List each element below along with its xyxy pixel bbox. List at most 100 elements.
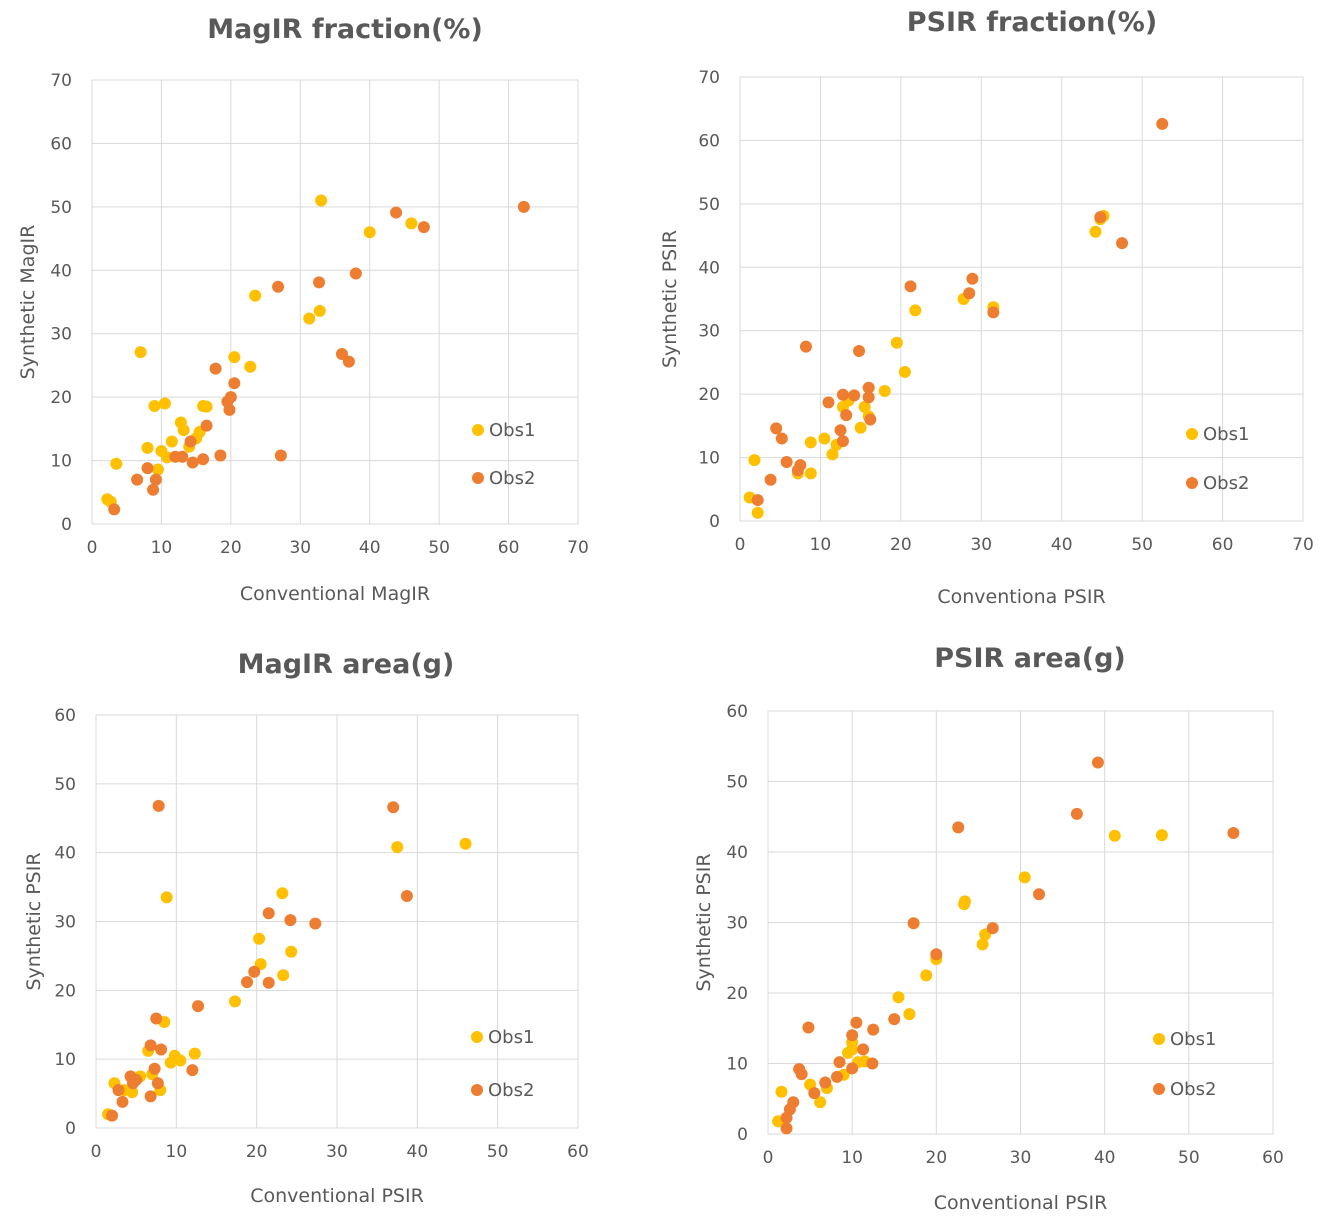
x-tick-label: 10 xyxy=(841,1148,863,1168)
data-point-obs1 xyxy=(1108,829,1121,842)
y-tick-label: 0 xyxy=(65,1119,76,1139)
data-point-obs1 xyxy=(285,945,298,958)
y-tick-label: 60 xyxy=(726,702,748,722)
x-axis-label: Conventional PSIR xyxy=(250,1185,424,1207)
data-point-obs2 xyxy=(144,1090,157,1103)
data-point-obs2 xyxy=(764,473,777,486)
y-tick-label: 60 xyxy=(698,131,720,151)
chart-title: MagIR fraction(%) xyxy=(207,14,483,45)
data-point-obs2 xyxy=(517,200,530,213)
data-point-obs2 xyxy=(262,976,275,989)
y-tick-label: 0 xyxy=(61,515,72,535)
legend-label: Obs2 xyxy=(1170,1079,1216,1100)
data-point-obs2 xyxy=(224,391,237,404)
x-tick-label: 0 xyxy=(763,1148,774,1168)
data-point-obs2 xyxy=(1156,117,1169,130)
x-tick-label: 70 xyxy=(1292,535,1314,555)
data-point-obs2 xyxy=(963,287,976,300)
legend-marker xyxy=(1153,1083,1165,1095)
data-point-obs2 xyxy=(857,1043,870,1056)
x-tick-label: 40 xyxy=(1094,1148,1116,1168)
legend-label: Obs1 xyxy=(1170,1029,1216,1050)
data-point-obs1 xyxy=(814,1096,827,1109)
y-tick-label: 30 xyxy=(54,913,76,933)
scatter-chart-1: 0 10 20 30 40 50 60 70 0 10 20 30 40 50 60 70 MagIR frac… xyxy=(17,14,589,605)
series-obs2 xyxy=(108,200,530,516)
y-tick-label: 0 xyxy=(737,1125,748,1145)
data-point-obs1 xyxy=(303,312,316,325)
legend-label: Obs2 xyxy=(488,1080,534,1101)
data-point-obs2 xyxy=(987,306,1000,319)
x-tick-label: 30 xyxy=(1010,1148,1032,1168)
data-point-obs2 xyxy=(274,449,287,462)
y-tick-label: 20 xyxy=(54,981,76,1001)
data-point-obs1 xyxy=(158,397,171,410)
data-point-obs2 xyxy=(836,435,849,448)
data-point-obs1 xyxy=(826,448,839,461)
data-point-obs2 xyxy=(335,348,348,361)
data-point-obs2 xyxy=(248,965,261,978)
x-tick-label: 60 xyxy=(1262,1148,1284,1168)
y-tick-label: 30 xyxy=(726,914,748,934)
y-tick-label: 10 xyxy=(726,1055,748,1075)
data-point-obs2 xyxy=(309,917,322,930)
x-tick-label: 60 xyxy=(498,538,520,558)
data-point-obs1 xyxy=(126,1086,139,1099)
legend-item-obs1: Obs1 xyxy=(1186,424,1249,445)
data-point-obs2 xyxy=(846,1029,859,1042)
data-point-obs2 xyxy=(151,1077,164,1090)
data-point-obs2 xyxy=(184,435,197,448)
data-point-obs2 xyxy=(775,432,788,445)
data-point-obs1 xyxy=(854,421,867,434)
data-point-obs1 xyxy=(405,217,418,230)
data-point-obs1 xyxy=(903,1008,916,1021)
x-tick-label: 40 xyxy=(1051,535,1073,555)
y-axis-label: Synthetic PSIR xyxy=(659,230,681,368)
y-axis-label: Synthetic PSIR xyxy=(23,852,45,990)
legend-marker xyxy=(1186,428,1198,440)
data-point-obs1 xyxy=(165,435,178,448)
data-point-obs1 xyxy=(277,969,290,982)
y-tick-label: 20 xyxy=(50,388,72,408)
data-point-obs1 xyxy=(804,436,817,449)
x-tick-label: 20 xyxy=(246,1142,268,1162)
data-point-obs2 xyxy=(152,799,165,812)
y-tick-label: 50 xyxy=(54,775,76,795)
data-point-obs2 xyxy=(1070,807,1083,820)
data-point-obs2 xyxy=(846,1062,859,1075)
y-tick-label: 10 xyxy=(698,449,720,469)
data-point-obs1 xyxy=(858,400,871,413)
y-tick-label: 70 xyxy=(50,71,72,91)
data-point-obs1 xyxy=(804,467,817,480)
legend-label: Obs1 xyxy=(488,1027,534,1048)
data-point-obs2 xyxy=(192,1000,205,1013)
y-tick-label: 40 xyxy=(54,844,76,864)
legend-label: Obs1 xyxy=(489,420,535,441)
data-point-obs2 xyxy=(349,267,362,280)
data-point-obs2 xyxy=(888,1013,901,1026)
y-tick-label: 10 xyxy=(50,452,72,472)
y-tick-label: 50 xyxy=(50,198,72,218)
x-tick-label: 20 xyxy=(926,1148,948,1168)
data-point-obs2 xyxy=(387,801,400,814)
data-point-obs2 xyxy=(831,1070,844,1083)
data-point-obs2 xyxy=(148,1062,161,1075)
data-point-obs1 xyxy=(363,226,376,239)
legend-label: Obs2 xyxy=(1203,473,1249,494)
data-point-obs2 xyxy=(840,409,853,422)
legend-marker xyxy=(1153,1033,1165,1045)
chart-title: PSIR area(g) xyxy=(934,643,1126,674)
y-tick-label: 50 xyxy=(726,773,748,793)
data-point-obs2 xyxy=(1227,826,1240,839)
scatter-chart-3: 0 10 20 30 40 50 60 0 10 20 30 40 50 60 MagIR area(g) C… xyxy=(23,649,589,1207)
data-point-obs2 xyxy=(155,1043,168,1056)
data-point-obs2 xyxy=(795,1068,808,1081)
legend-marker xyxy=(471,1031,483,1043)
data-point-obs2 xyxy=(209,362,222,375)
data-point-obs2 xyxy=(802,1021,815,1034)
legend-marker xyxy=(471,1084,483,1096)
data-point-obs1 xyxy=(909,304,922,317)
x-axis-label: Conventiona PSIR xyxy=(937,586,1105,608)
data-point-obs1 xyxy=(244,360,257,373)
y-tick-label: 40 xyxy=(726,843,748,863)
